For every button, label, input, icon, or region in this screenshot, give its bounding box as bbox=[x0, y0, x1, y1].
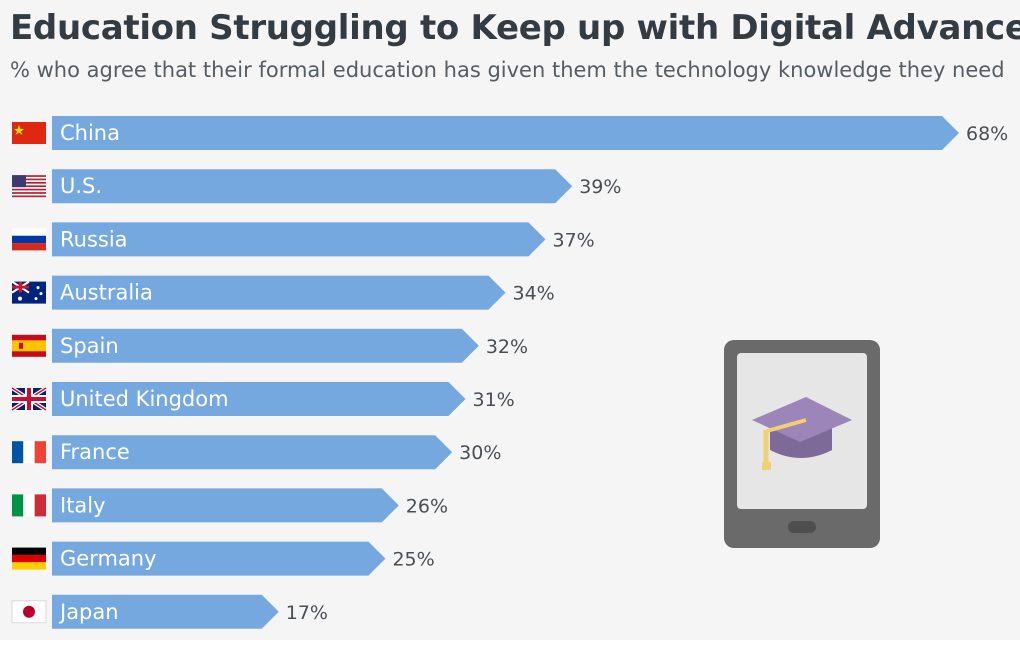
tablet-with-graduation-cap-icon bbox=[724, 340, 880, 548]
uk-flag-icon bbox=[10, 386, 48, 412]
bar-value-label: 26% bbox=[406, 495, 448, 517]
bar-row: U.S. 39% bbox=[12, 169, 621, 204]
tassel-end bbox=[762, 462, 771, 470]
australia-flag-icon bbox=[11, 280, 46, 304]
us-flag-icon bbox=[12, 175, 46, 198]
cap-base bbox=[770, 428, 832, 458]
bar bbox=[52, 382, 466, 416]
bars-group: China 68% U.S. 39% Russia 37% Australia 34% Spai… bbox=[10, 116, 1008, 629]
bar-value-label: 17% bbox=[286, 602, 328, 624]
bar-value-label: 37% bbox=[553, 229, 595, 251]
japan-flag-icon bbox=[11, 600, 47, 624]
bar-category-label: U.S. bbox=[60, 174, 102, 198]
germany-flag-icon bbox=[12, 547, 46, 570]
bar-category-label: France bbox=[60, 440, 130, 464]
bar-row: France 30% bbox=[12, 435, 501, 470]
bar-value-label: 32% bbox=[486, 336, 528, 358]
france-flag-icon bbox=[12, 441, 46, 464]
chart-title: Education Struggling to Keep up with Dig… bbox=[10, 8, 1020, 48]
bar-row: United Kingdom 31% bbox=[10, 382, 515, 416]
bar bbox=[52, 275, 506, 310]
bar-category-label: China bbox=[60, 121, 120, 145]
bar-value-label: 34% bbox=[513, 283, 555, 305]
bar-row: Australia 34% bbox=[11, 275, 555, 310]
bar-value-label: 31% bbox=[472, 389, 514, 411]
bar-category-label: United Kingdom bbox=[60, 387, 229, 411]
bar-value-label: 39% bbox=[579, 176, 621, 198]
bar-row: China 68% bbox=[12, 116, 1008, 150]
bar-value-label: 25% bbox=[392, 549, 434, 571]
bar bbox=[52, 328, 479, 363]
bar-value-label: 30% bbox=[459, 442, 501, 464]
bar bbox=[52, 222, 546, 257]
bar-category-label: Italy bbox=[60, 493, 106, 517]
tassel-cord bbox=[766, 418, 807, 433]
bar bbox=[52, 594, 279, 629]
bar bbox=[52, 435, 453, 470]
bar-row: Spain 32% bbox=[12, 328, 528, 363]
bar-category-label: Australia bbox=[60, 281, 153, 305]
bar bbox=[52, 541, 386, 576]
tablet-home-button bbox=[788, 521, 816, 533]
bar-row: Germany 25% bbox=[12, 541, 435, 576]
bar-category-label: Russia bbox=[60, 227, 128, 251]
bar-value-label: 68% bbox=[966, 123, 1008, 145]
china-flag-icon bbox=[12, 122, 46, 144]
bar-category-label: Japan bbox=[58, 600, 119, 624]
russia-flag-icon bbox=[12, 228, 46, 251]
bar-category-label: Germany bbox=[60, 547, 157, 571]
bar-row: Russia 37% bbox=[12, 222, 595, 257]
bar-row: Italy 26% bbox=[12, 488, 448, 523]
italy-flag-icon bbox=[12, 494, 46, 517]
bar bbox=[52, 169, 573, 204]
bar-row: Japan 17% bbox=[11, 594, 328, 629]
bar bbox=[52, 116, 959, 150]
bar bbox=[52, 488, 399, 523]
bar-category-label: Spain bbox=[60, 334, 119, 358]
spain-flag-icon bbox=[12, 334, 46, 357]
chart-subtitle: % who agree that their formal education … bbox=[10, 58, 1005, 82]
